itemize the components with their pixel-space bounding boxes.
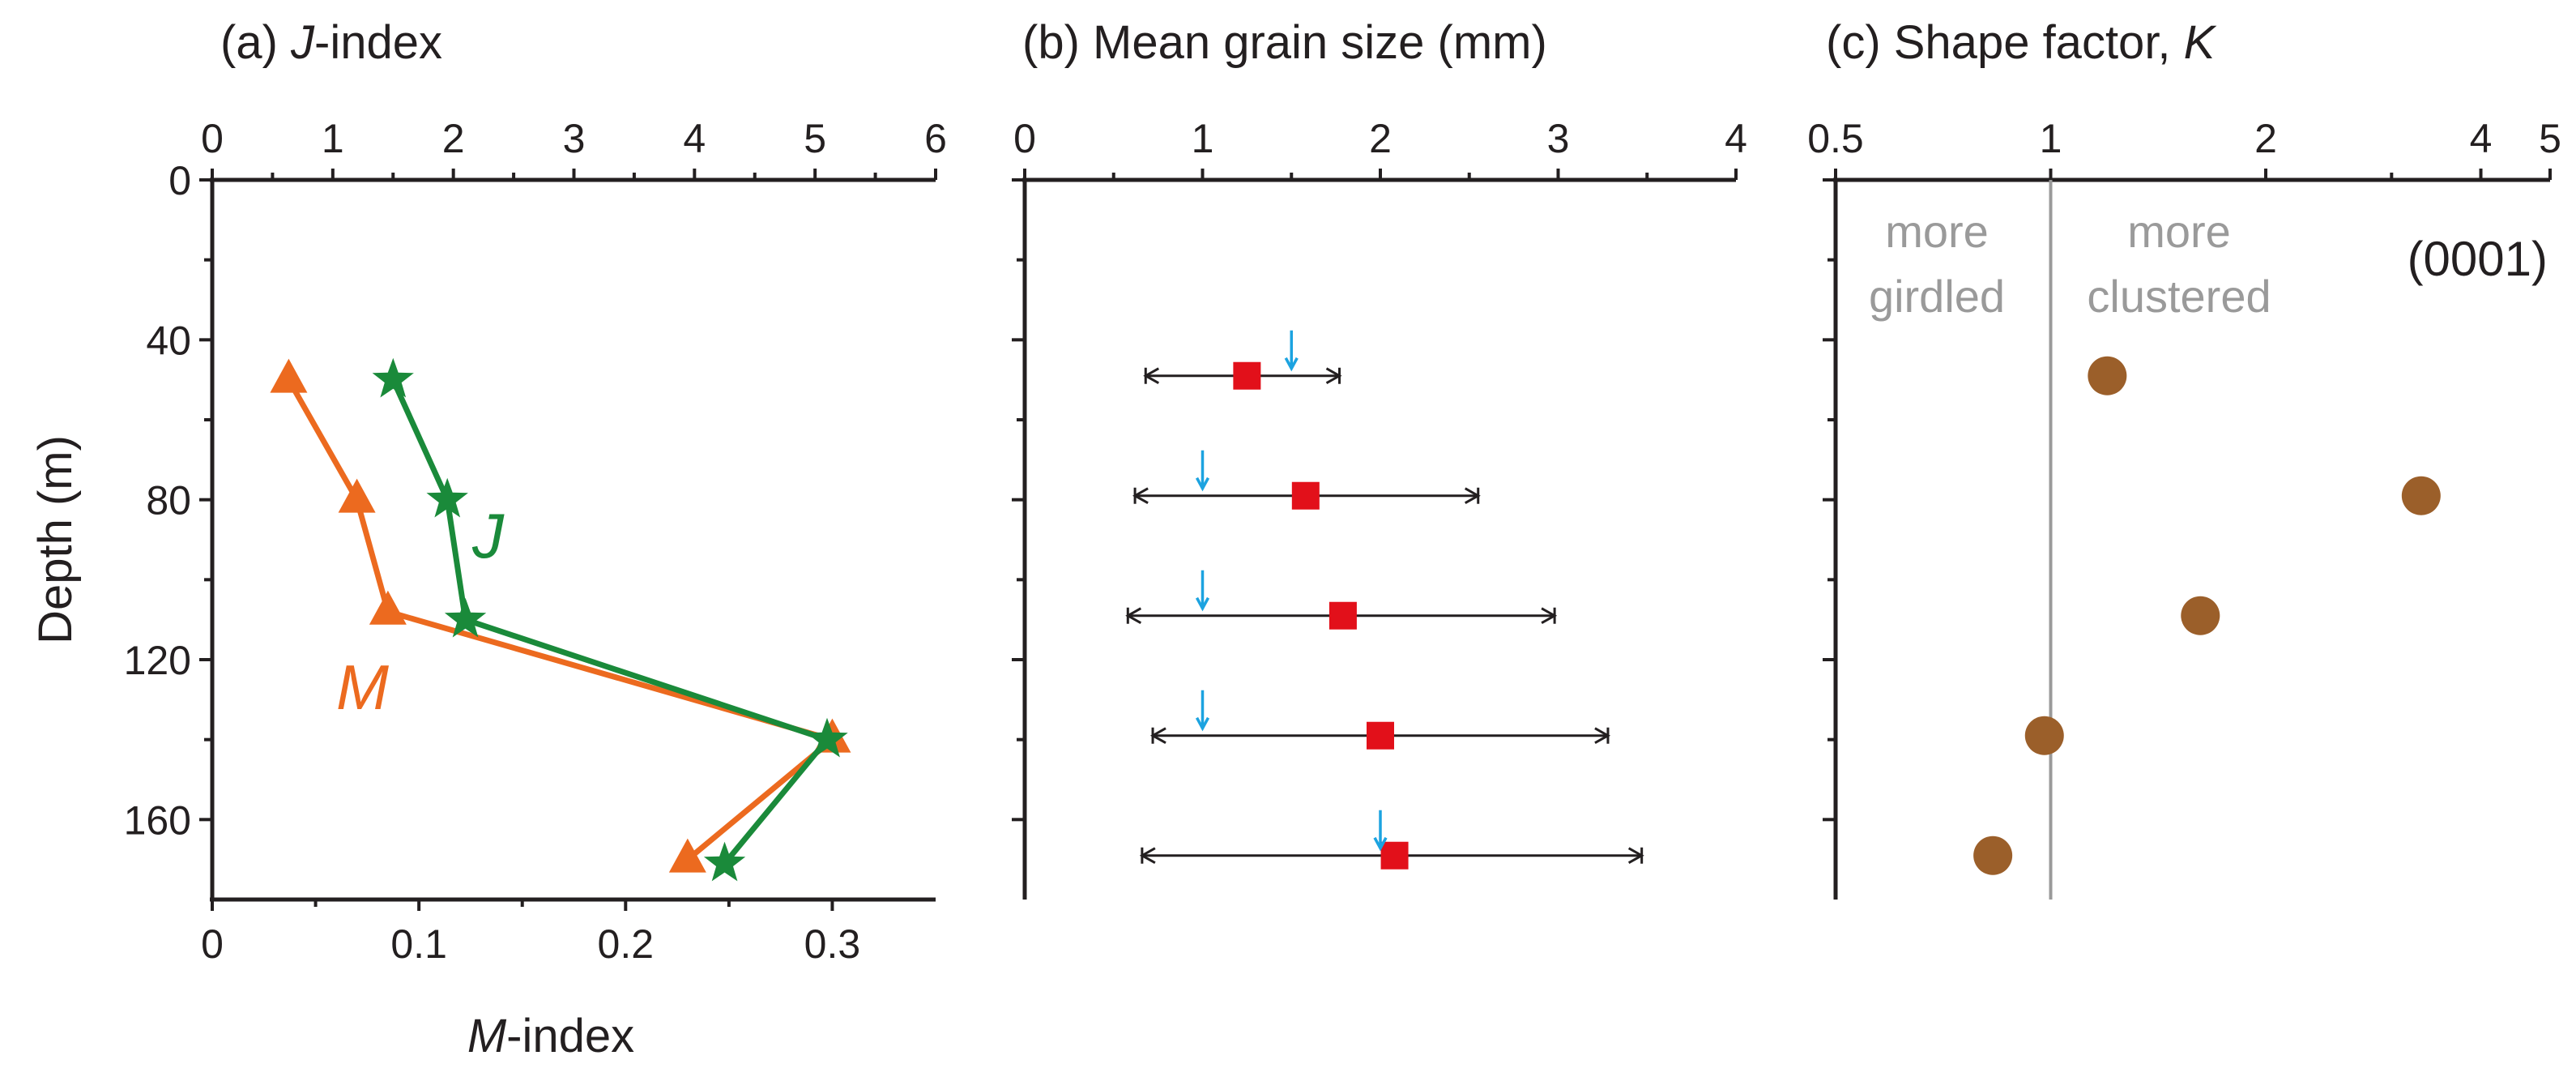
- annotation-more-girdled-2: girdled: [1869, 271, 2005, 322]
- grain-size-range-arrowhead: [1125, 607, 1142, 625]
- series-m-line: [286, 378, 835, 862]
- annotation-more-clustered-2: clustered: [2087, 271, 2271, 322]
- panel-b-x-tick-label: 3: [1547, 116, 1570, 161]
- panel-a-y-tick-label: 80: [146, 478, 191, 524]
- panel-b-x-tick-label: 0: [1013, 116, 1036, 161]
- panel-a-bottom-tick-label: 0: [201, 921, 224, 967]
- panel-a-top-tick-label: 3: [563, 116, 586, 161]
- grain-size-range-arrowhead: [1143, 367, 1159, 385]
- panel-b-x-tick-label: 1: [1192, 116, 1214, 161]
- shape-factor-marker: [2088, 356, 2127, 395]
- panel-a-title-suffix: -index: [314, 16, 442, 69]
- shape-factor-marker: [2181, 596, 2220, 635]
- mean-grain-size-marker: [1329, 601, 1357, 630]
- mode-arrowhead: [1195, 596, 1210, 612]
- panel-a-series: [270, 357, 851, 882]
- mean-grain-size-marker: [1233, 361, 1261, 390]
- panel-b: 0 1 2 3 4: [1012, 116, 1747, 900]
- mean-grain-size-marker: [1367, 721, 1394, 750]
- panel-a-top-tick-label: 2: [442, 116, 465, 161]
- series-j-marker: [444, 597, 487, 638]
- panel-a-bottom-tick-label: 0.1: [390, 921, 447, 967]
- panel-a-bottom-tick-label: 0.3: [804, 921, 861, 967]
- panel-b-series: [1125, 330, 1644, 870]
- grain-size-range-arrowhead: [1325, 367, 1342, 385]
- grain-size-range-arrowhead: [1139, 847, 1156, 865]
- panel-a-y-tick-label: 0: [168, 158, 191, 203]
- panel-a-top-tick-label: 4: [683, 116, 706, 161]
- grain-size-range-arrowhead: [1627, 847, 1644, 865]
- panel-a-ticks: 0 40 80 120 160 0 1 2 3 4 5 6 0 0.1 0.2 0.3: [124, 116, 947, 967]
- series-j-marker: [372, 357, 414, 398]
- grain-size-range-arrowhead: [1594, 727, 1611, 745]
- mode-arrowhead: [1284, 357, 1299, 372]
- panel-a-y-tick-label: 160: [124, 797, 191, 843]
- panel-a-top-tick-label: 1: [322, 116, 344, 161]
- panel-b-title: (b) Mean grain size (mm): [1022, 16, 1547, 69]
- panel-a-y-tick-label: 40: [146, 318, 191, 363]
- series-m-marker: [270, 358, 308, 393]
- shape-factor-marker: [2024, 716, 2064, 755]
- mean-grain-size-marker: [1291, 481, 1320, 510]
- panel-c-ticks: 0.5 1 2 4 5: [1807, 116, 2561, 822]
- panel-a-x-axis-title: M-index: [467, 1010, 634, 1062]
- annotation-more-girdled-1: more: [1885, 206, 1989, 257]
- series-label-j: J: [471, 500, 505, 571]
- panel-c-x-tick-label: 0.5: [1807, 116, 1864, 161]
- annotation-plane-0001: (0001): [2408, 232, 2548, 286]
- panel-a-x-axis-title-italic: M: [467, 1010, 507, 1062]
- grain-size-range-arrowhead: [1464, 487, 1481, 505]
- grain-size-range-arrowhead: [1132, 487, 1149, 505]
- series-m-marker: [668, 838, 706, 873]
- panel-c-x-tick-label: 1: [2040, 116, 2062, 161]
- panel-a-title-prefix: (a): [220, 16, 291, 69]
- panel-b-ticks: 0 1 2 3 4: [1012, 116, 1747, 822]
- panel-c-series: [1973, 356, 2441, 875]
- panel-c-title-italic: K: [2184, 16, 2217, 69]
- panel-a-title: (a) J-index: [220, 16, 442, 69]
- mode-arrowhead: [1373, 836, 1388, 852]
- panel-a-y-axis-title: Depth (m): [29, 435, 82, 644]
- panel-b-x-tick-label: 4: [1725, 116, 1747, 161]
- panel-c-x-tick-label: 5: [2539, 116, 2561, 161]
- series-j-marker: [426, 477, 468, 518]
- series-m-marker: [369, 590, 407, 625]
- panel-a-top-tick-label: 6: [924, 116, 947, 161]
- panel-a-bottom-tick-label: 0.2: [598, 921, 655, 967]
- panel-a-top-tick-label: 0: [201, 116, 224, 161]
- grain-size-range-arrowhead: [1149, 727, 1166, 745]
- panel-b-x-tick-label: 2: [1369, 116, 1392, 161]
- series-j-marker: [703, 841, 746, 882]
- panel-a-y-tick-label: 120: [124, 638, 191, 683]
- panel-c: 0.5 1 2 4 5 more girdled more clustered (000…: [1807, 116, 2561, 900]
- series-m-marker: [338, 478, 376, 513]
- shape-factor-marker: [1973, 836, 2013, 875]
- mean-grain-size-marker: [1380, 841, 1409, 870]
- panel-a-title-italic: J: [290, 16, 315, 69]
- shape-factor-marker: [2401, 476, 2441, 515]
- panel-c-x-tick-label: 4: [2470, 116, 2493, 161]
- panel-a-x-axis-title-suffix: -index: [506, 1010, 634, 1062]
- annotation-more-clustered-1: more: [2127, 206, 2231, 257]
- series-label-m: M: [336, 652, 389, 723]
- series-j-marker: [806, 717, 848, 758]
- panel-c-x-tick-label: 2: [2254, 116, 2277, 161]
- mode-arrowhead: [1195, 716, 1210, 732]
- grain-size-range-arrowhead: [1541, 607, 1558, 625]
- panel-c-title-prefix: (c) Shape factor,: [1826, 16, 2184, 69]
- mode-arrowhead: [1195, 477, 1210, 492]
- panel-a-top-tick-label: 5: [804, 116, 826, 161]
- panel-c-title: (c) Shape factor, K: [1826, 16, 2217, 69]
